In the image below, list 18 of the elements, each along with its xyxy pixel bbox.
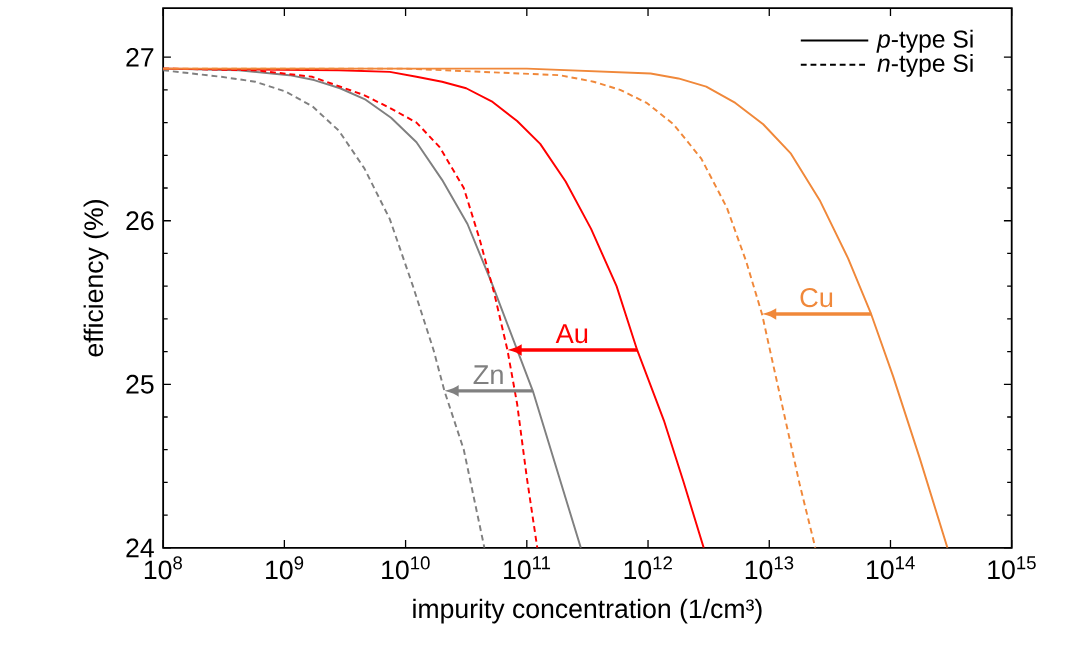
- y-tick-label: 25: [126, 374, 154, 394]
- annotation: Zn: [473, 365, 503, 385]
- x-tick-label: 10$^{13}$: [745, 556, 794, 580]
- y-tick-label: 27: [126, 47, 154, 67]
- y-tick-label: 24: [126, 538, 154, 558]
- legend-label: n-type Si: [877, 53, 973, 77]
- y-axis-title: efficiency (%): [83, 200, 109, 357]
- x-tick-label: 10$^{15}$: [988, 556, 1036, 580]
- annotation: Cu: [800, 287, 833, 308]
- x-tick-label: 10$^{10}$: [382, 556, 430, 580]
- y-tick-label: 26: [126, 211, 154, 231]
- x-tick-label: 10$^{14}$: [867, 556, 915, 580]
- legend-label: p-type Si: [876, 29, 973, 53]
- x-tick-label: 10$^{11}$: [504, 556, 551, 580]
- annotation: Au: [555, 324, 588, 344]
- x-tick-label: 10$^{12}$: [624, 556, 672, 580]
- x-axis-title: impurity concentration (1/cm³): [413, 598, 762, 624]
- x-tick-label: 10$^{9}$: [266, 556, 304, 580]
